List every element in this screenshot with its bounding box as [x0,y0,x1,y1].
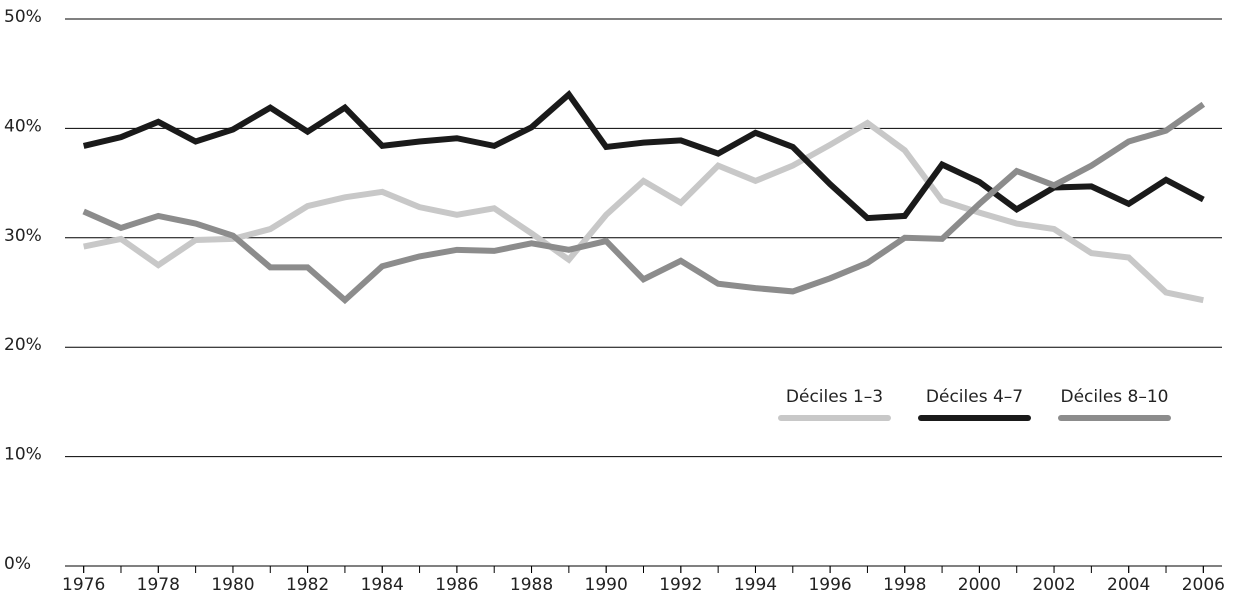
x-tick-label: 1976 [62,575,105,595]
x-tick-label: 1984 [361,575,404,595]
x-tick-label: 1982 [286,575,329,595]
y-tick-label: 10% [4,445,42,465]
y-tick-label: 30% [4,226,42,246]
series-line [82,101,1206,305]
x-tick-label: 1986 [435,575,478,595]
x-tick-label: 2002 [1032,575,1075,595]
y-tick-label: 50% [4,7,42,27]
y-tick-label: 40% [4,116,42,136]
x-tick-label: 1978 [137,575,180,595]
legend-label: Déciles 4–7 [926,387,1023,407]
y-tick-label: 0% [4,554,31,574]
x-tick-label: 2000 [958,575,1001,595]
x-tick-label: 1988 [510,575,553,595]
x-tick-label: 1990 [585,575,628,595]
x-tick-label: 1996 [808,575,851,595]
y-tick-label: 20% [4,335,42,355]
x-tick-label: 2006 [1182,575,1225,595]
x-tick-label: 2004 [1107,575,1150,595]
x-tick-label: 1994 [734,575,777,595]
x-tick-label: 1998 [883,575,926,595]
legend-label: Déciles 1–3 [786,387,883,407]
series-line [82,90,1205,222]
x-tick-label: 1980 [211,575,254,595]
legend-label: Déciles 8–10 [1060,387,1168,407]
series-line [83,119,1204,304]
x-tick-label: 1992 [659,575,702,595]
